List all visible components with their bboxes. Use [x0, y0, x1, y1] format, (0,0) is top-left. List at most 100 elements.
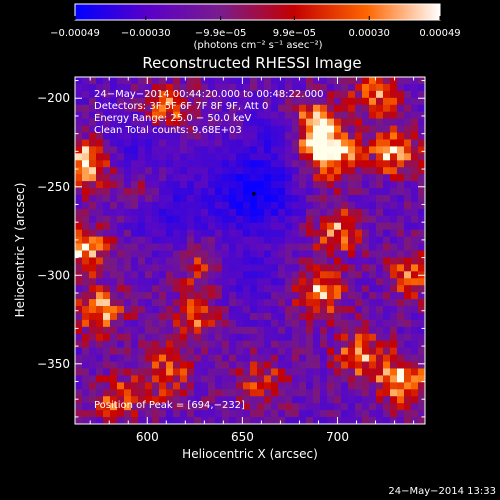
heatmap-cell: [376, 312, 384, 321]
heatmap-cell: [250, 299, 258, 307]
heatmap-cell: [334, 403, 342, 411]
heatmap-cell: [152, 90, 160, 99]
heatmap-cell: [320, 250, 328, 258]
heatmap-cell: [96, 271, 104, 279]
heatmap-cell: [362, 375, 370, 383]
heatmap-cell: [117, 222, 125, 231]
heatmap-cell: [145, 118, 153, 126]
heatmap-cell: [411, 354, 419, 362]
heatmap-cell: [159, 340, 167, 349]
heatmap-cell: [131, 208, 139, 217]
heatmap-cell: [292, 118, 300, 126]
heatmap-cell: [117, 174, 125, 182]
heatmap-cell: [250, 153, 258, 161]
heatmap-cell: [306, 104, 314, 113]
colorbar-tick-label: 9.9e−05: [273, 28, 316, 39]
heatmap-cell: [194, 188, 202, 196]
heatmap-cell: [166, 208, 174, 217]
heatmap-cell: [390, 83, 398, 92]
heatmap-cell: [152, 257, 160, 265]
heatmap-cell: [145, 160, 153, 168]
heatmap-cell: [411, 285, 419, 293]
heatmap-cell: [173, 354, 181, 362]
colorbar-tick-label: −0.00049: [50, 28, 100, 39]
heatmap-cell: [285, 382, 293, 390]
heatmap-cell: [208, 153, 216, 161]
heatmap-cell: [89, 368, 97, 376]
heatmap-cell: [327, 153, 335, 161]
heatmap-cell: [229, 201, 237, 210]
heatmap-cell: [348, 153, 356, 161]
heatmap-cell: [75, 104, 83, 113]
heatmap-cell: [131, 236, 139, 244]
heatmap-cell: [299, 132, 307, 140]
heatmap-cell: [292, 271, 300, 279]
heatmap-cell: [376, 174, 384, 182]
heatmap-cell: [355, 354, 363, 362]
heatmap-cell: [166, 326, 174, 335]
heatmap-cell: [82, 319, 90, 328]
heatmap-cell: [327, 111, 335, 120]
heatmap-cell: [285, 222, 293, 231]
annotation-line: Clean Total counts: 9.68E+03: [94, 125, 242, 136]
heatmap-cell: [264, 278, 272, 286]
heatmap-cell: [271, 222, 279, 231]
heatmap-cell: [334, 243, 342, 251]
heatmap-cell: [278, 77, 286, 85]
heatmap-cell: [320, 104, 328, 113]
heatmap-cell: [117, 333, 125, 342]
heatmap-cell: [82, 132, 90, 140]
heatmap-cell: [138, 312, 146, 321]
heatmap-cell: [264, 410, 272, 418]
heatmap-cell: [334, 354, 342, 362]
heatmap-cell: [327, 215, 335, 224]
heatmap-cell: [243, 139, 251, 147]
heatmap-cell: [103, 83, 111, 92]
heatmap-cell: [411, 188, 419, 196]
heatmap-cell: [117, 139, 125, 147]
heatmap-cell: [103, 354, 111, 362]
heatmap-cell: [369, 125, 377, 133]
heatmap-cell: [222, 111, 230, 120]
heatmap-cell: [138, 111, 146, 120]
heatmap-cell: [404, 368, 412, 376]
heatmap-cell: [145, 222, 153, 231]
heatmap-cell: [166, 174, 174, 182]
heatmap-cell: [194, 319, 202, 328]
heatmap-cell: [306, 194, 314, 203]
heatmap-cell: [152, 160, 160, 168]
heatmap-cell: [383, 333, 391, 342]
heatmap-cell: [341, 97, 349, 106]
heatmap-cell: [418, 125, 426, 133]
heatmap-cell: [82, 368, 90, 376]
heatmap-cell: [110, 160, 118, 168]
heatmap-cell: [103, 368, 111, 376]
heatmap-cell: [397, 306, 405, 314]
heatmap-cell: [215, 132, 223, 140]
heatmap-cell: [271, 382, 279, 390]
heatmap-cell: [404, 160, 412, 168]
heatmap-cell: [313, 319, 321, 328]
heatmap-cell: [75, 160, 83, 168]
heatmap-cell: [397, 278, 405, 286]
heatmap-cell: [166, 354, 174, 362]
heatmap-cell: [243, 146, 251, 154]
plot-frame: [74, 76, 426, 425]
heatmap-cell: [166, 201, 174, 210]
heatmap-cell: [341, 90, 349, 99]
heatmap-cell: [313, 306, 321, 314]
heatmap-cell: [159, 201, 167, 210]
heatmap-cell: [320, 389, 328, 397]
heatmap-cell: [180, 333, 188, 342]
heatmap-cell: [390, 153, 398, 161]
heatmap-cell: [313, 333, 321, 342]
heatmap-cell: [75, 229, 83, 238]
heatmap-cell: [166, 77, 174, 85]
heatmap-cell: [215, 201, 223, 210]
heatmap-cell: [369, 208, 377, 217]
heatmap-cell: [334, 97, 342, 106]
heatmap-cell: [75, 139, 83, 147]
heatmap-cell: [390, 361, 398, 369]
heatmap-cell: [131, 389, 139, 397]
heatmap-cell: [117, 215, 125, 224]
